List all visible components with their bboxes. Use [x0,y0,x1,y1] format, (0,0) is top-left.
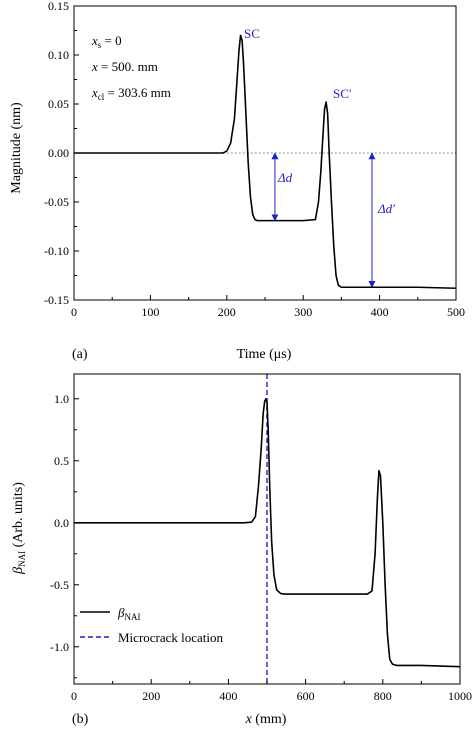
legend-label-beta-nai: βNAI [117,605,140,622]
panel-a-guides [226,152,456,288]
panel-b-x-tick-label: 400 [219,689,237,703]
panel-a-x-tick-label: 200 [218,305,236,319]
panel-b-y-axis-title: βNAI (Arb. units) [11,482,27,575]
panel-a-y-tick-label: -0.05 [44,195,69,209]
panel-a-y-tick-label: 0.00 [48,146,69,160]
panel-a-series [74,34,457,290]
panel-a-param-x: x = 500. mm [91,59,158,74]
panel-a-y-tick-label: -0.10 [44,244,69,258]
panel-a-x-tick-label: 400 [371,305,389,319]
annotation-delta-d-prime: Δd′ [377,201,395,216]
panel-b-x-tick-label: 0 [71,689,77,703]
panel-a-y-tick-label: 0.10 [48,48,69,62]
panel-b-x-tick-label: 800 [374,689,392,703]
panel-a-ticks: 0 100 200 300 400 500 0.15 0.10 0.05 0.00 -0.05 -0.… [44,0,465,319]
panel-b-x-tick-label: 200 [142,689,160,703]
panel-a-label: (a) [72,347,88,362]
panel-b-x-axis-title: x (mm) [245,712,287,727]
panel-a-x-tick-label: 100 [141,305,159,319]
panel-a-param-xs: xs = 0 [91,33,122,50]
panel-a-x-tick-label: 300 [294,305,312,319]
panel-b-x-tick-label: 1000 [448,689,472,703]
panel-b-y-tick-label: -0.5 [50,578,69,592]
panel-a-x-tick-label: 500 [447,305,465,319]
panel-a-y-tick-label: 0.15 [48,0,69,13]
panel-b: 0 200 400 600 800 1000 1.0 0.5 0.0 -0.5 -1.0 βNAI … [11,373,472,727]
legend-label-microcrack: Microcrack location [118,630,224,645]
panel-a-y-tick-label: 0.05 [48,97,69,111]
panel-b-ticks: 0 200 400 600 800 1000 1.0 0.5 0.0 -0.5 -1.0 [50,392,472,703]
panel-a: 0 100 200 300 400 500 0.15 0.10 0.05 0.00 -0.05 -0.… [9,0,465,362]
panel-a-x-tick-label: 0 [71,305,77,319]
panel-b-y-tick-label: 1.0 [54,392,69,406]
panel-b-y-tick-label: -1.0 [50,640,69,654]
panel-b-y-tick-label: 0.5 [54,454,69,468]
annotation-delta-d: Δd [277,170,293,185]
panel-b-y-tick-label: 0.0 [54,516,69,530]
panel-a-x-axis-title: Time (μs) [237,347,292,362]
panel-b-series-line [74,397,461,668]
panel-b-legend: βNAI Microcrack location [80,605,224,645]
panel-b-series [74,397,461,668]
panel-b-label: (b) [72,712,89,727]
annotation-sc: SC [244,26,260,41]
panel-a-y-axis-title: Magnitude (nm) [9,102,24,194]
annotation-sc-prime: SC′ [333,86,352,101]
panel-a-param-xcl: xcl = 303.6 mm [91,85,171,102]
panel-a-y-tick-label: -0.15 [44,293,69,307]
panel-b-x-tick-label: 600 [297,689,315,703]
panel-a-series-line [74,34,457,290]
